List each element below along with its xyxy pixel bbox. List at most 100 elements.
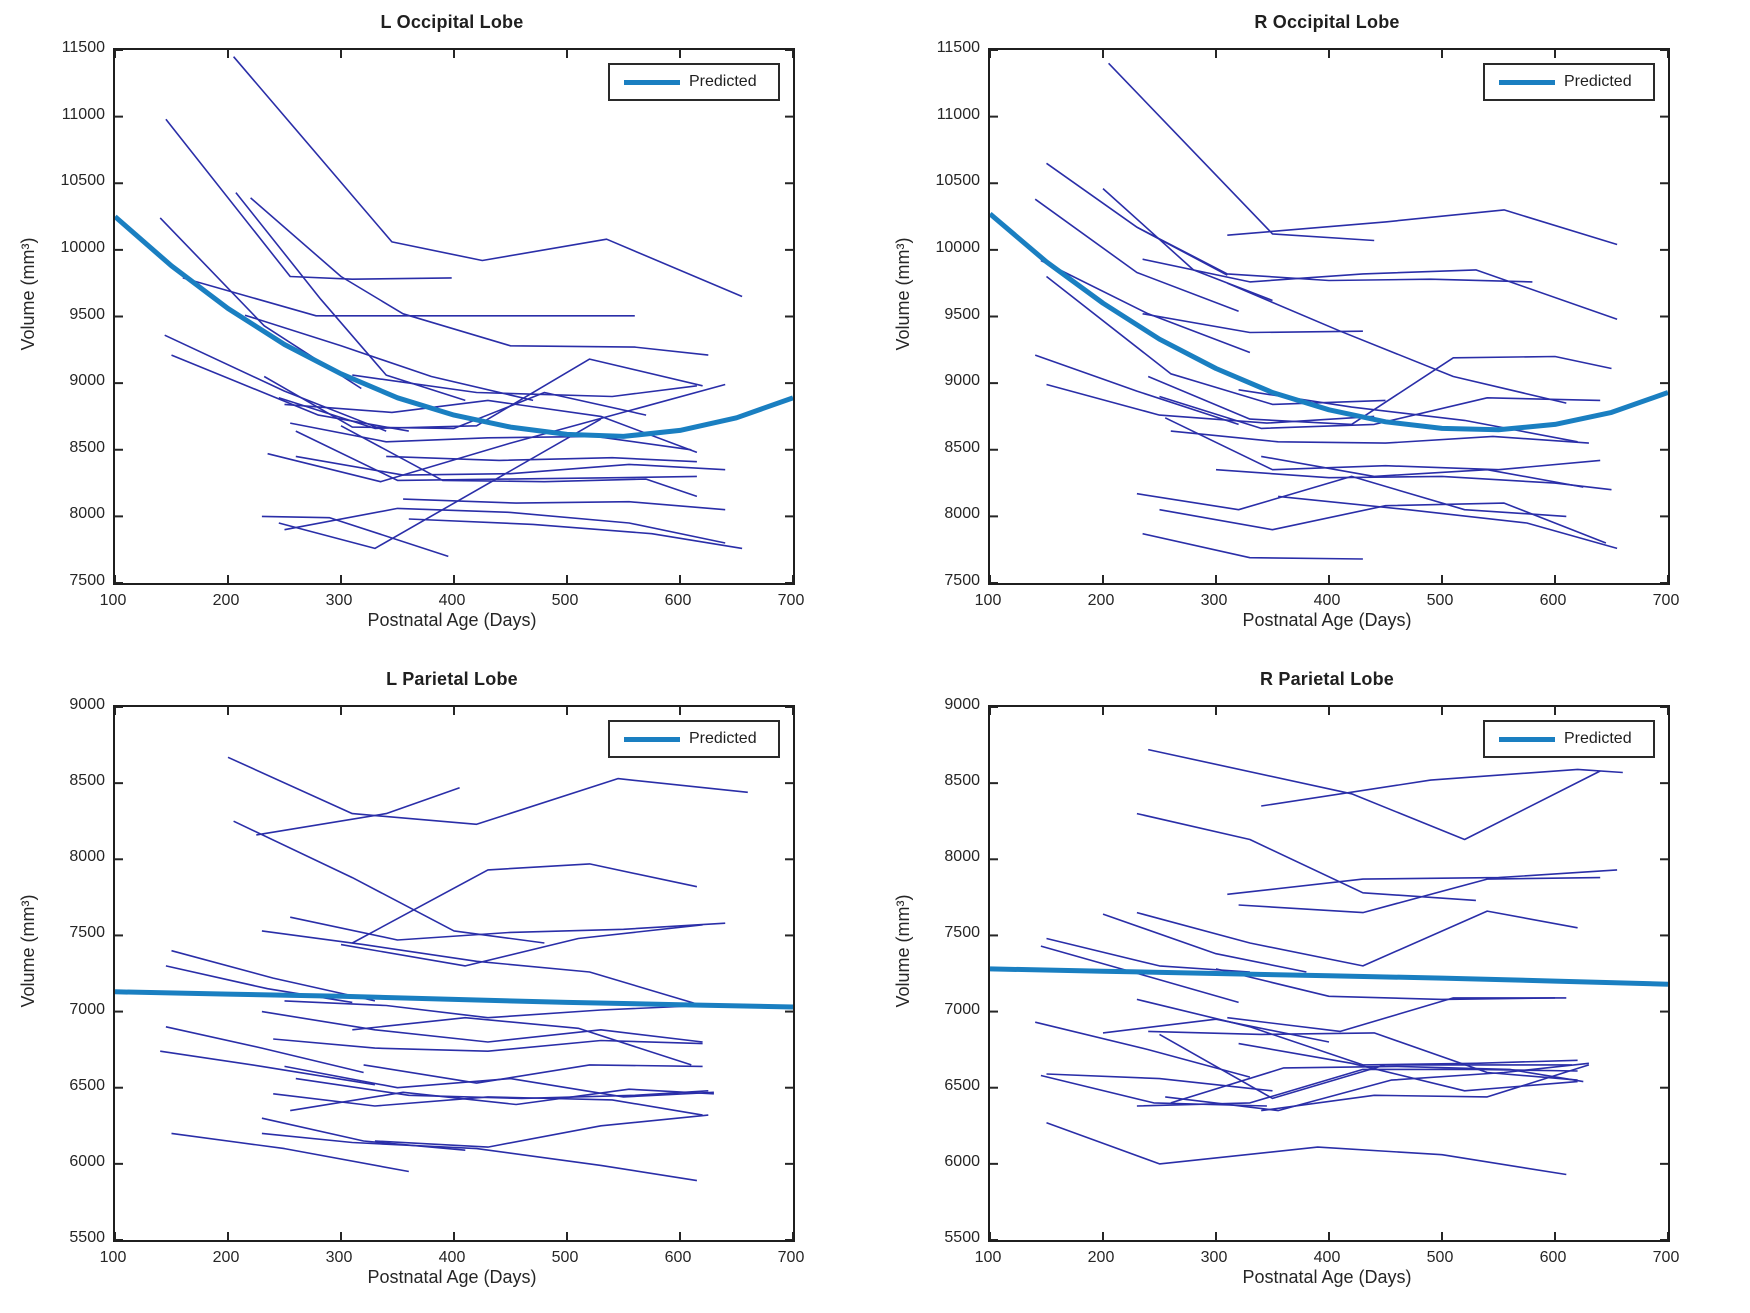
x-tick-label: 200 <box>1087 1249 1115 1266</box>
plot-title: R Occipital Lobe <box>1254 12 1400 32</box>
x-axis-label: Postnatal Age (Days) <box>1242 610 1412 630</box>
y-tick-label: 9500 <box>944 305 980 323</box>
plot-title: L Occipital Lobe <box>380 12 524 32</box>
subject-trajectory-line <box>1226 282 1567 404</box>
legend: Predicted <box>608 720 780 758</box>
y-tick-label: 5500 <box>944 1229 980 1246</box>
subject-trajectory-line <box>1102 188 1273 302</box>
x-tick-label: 700 <box>777 592 805 609</box>
plot-title: L Parietal Lobe <box>386 669 518 689</box>
subject-trajectory-line <box>171 1132 409 1173</box>
x-tick-label: 300 <box>1200 1249 1228 1266</box>
y-tick-label: 11500 <box>61 39 105 56</box>
subject-trajectory-line <box>250 197 709 356</box>
x-tick-label: 400 <box>1313 1249 1341 1266</box>
subject-trajectory-line <box>261 515 449 558</box>
subject-trajectory-line <box>1261 768 1623 807</box>
subject-trajectory-line <box>1148 1030 1578 1081</box>
y-tick-label: 7000 <box>944 1000 980 1018</box>
subject-trajectory-line <box>1142 258 1618 320</box>
subject-trajectory-line <box>1040 259 1251 354</box>
subject-trajectory-line <box>1035 1021 1251 1078</box>
x-tick-label: 200 <box>212 1249 240 1266</box>
subject-trajectory-line <box>261 1132 698 1182</box>
legend-label: Predicted <box>1564 730 1632 747</box>
x-tick-label: 100 <box>974 1249 1002 1266</box>
x-tick-label: 300 <box>325 592 353 609</box>
y-tick-label: 7500 <box>944 572 980 589</box>
subject-trajectory-line <box>165 1026 364 1074</box>
y-tick-label: 8500 <box>69 772 105 790</box>
subject-trajectory-line <box>284 1000 703 1019</box>
y-tick-label: 8500 <box>69 438 105 456</box>
subject-trajectory-line <box>363 1064 703 1084</box>
subject-trajectory-line <box>1170 1065 1584 1104</box>
subject-trajectory-line <box>403 498 726 511</box>
x-tick-label: 600 <box>664 1249 692 1266</box>
subject-trajectory-line <box>244 314 534 402</box>
predicted-line-sample-icon <box>624 736 680 742</box>
x-tick-label: 600 <box>1539 592 1567 609</box>
subject-trajectory-line <box>1159 502 1607 544</box>
subject-trajectory-line <box>1034 354 1239 426</box>
y-tick-label: 8000 <box>944 848 980 866</box>
subject-trajectory-line <box>1046 937 1250 973</box>
subject-trajectory-line <box>1046 275 1386 406</box>
subject-trajectory-line <box>290 916 726 941</box>
subject-trajectory-line <box>1142 313 1363 334</box>
x-tick-label: 500 <box>1426 1249 1454 1266</box>
subject-trajectory-line <box>1159 395 1601 430</box>
y-tick-label: 8500 <box>944 772 980 790</box>
y-tick-label: 7000 <box>69 1000 105 1018</box>
predicted-line-sample-icon <box>624 79 680 85</box>
x-tick-label: 300 <box>1200 592 1228 609</box>
y-tick-label: 7500 <box>944 924 980 942</box>
x-tick-label: 500 <box>1426 592 1454 609</box>
subject-trajectory-line <box>278 418 602 550</box>
subject-trajectory-line <box>284 399 698 454</box>
subject-trajectory-line <box>284 507 726 544</box>
subject-trajectory-line <box>1261 455 1584 488</box>
x-axis-label: Postnatal Age (Days) <box>367 610 537 630</box>
y-tick-label: 11000 <box>61 105 105 123</box>
legend: Predicted <box>608 63 780 101</box>
subject-trajectory-line <box>284 1065 714 1098</box>
subject-trajectory-line <box>1046 1121 1567 1176</box>
subject-trajectory-line <box>1136 1068 1578 1107</box>
subject-trajectory-line <box>1278 495 1618 550</box>
y-tick-label: 9000 <box>69 372 105 390</box>
subject-trajectory-line <box>171 354 409 432</box>
subject-trajectory-line <box>261 930 698 1005</box>
predicted-curve-line <box>115 989 793 1010</box>
subject-trajectory-line <box>1046 383 1375 424</box>
subject-trajectory-line <box>1148 748 1601 841</box>
subject-trajectory-line <box>1102 913 1307 973</box>
subject-trajectory-line <box>1136 812 1476 902</box>
x-tick-label: 400 <box>438 1249 466 1266</box>
plot-title: R Parietal Lobe <box>1259 669 1395 689</box>
subject-trajectory-line <box>1170 430 1589 444</box>
y-tick-label: 11000 <box>936 105 980 123</box>
line-chart-svg <box>990 707 1668 1240</box>
plot-area: Predicted <box>988 705 1670 1242</box>
subject-trajectory-line <box>261 1117 466 1151</box>
y-tick-label: 8000 <box>944 505 980 523</box>
y-tick-label: 10000 <box>60 238 106 256</box>
plot-area: Predicted <box>988 48 1670 585</box>
predicted-curve-line <box>115 214 793 439</box>
x-tick-label: 100 <box>974 592 1002 609</box>
subject-trajectory-line <box>374 1114 709 1148</box>
subject-trajectory-line <box>352 374 698 398</box>
x-tick-label: 100 <box>99 1249 127 1266</box>
plot-area: Predicted <box>113 705 795 1242</box>
subject-trajectory-line <box>1136 226 1533 283</box>
subject-trajectory-line <box>1261 1064 1590 1112</box>
legend: Predicted <box>1483 720 1655 758</box>
subject-trajectory-line <box>1040 1074 1267 1107</box>
legend-label: Predicted <box>1564 73 1632 90</box>
subplot-l-occipital: L Occipital Lobe Volume (mm³) Predicted … <box>0 0 875 656</box>
y-tick-label: 11500 <box>936 39 980 56</box>
subject-trajectory-line <box>1046 1073 1273 1092</box>
subject-trajectory-line <box>1227 209 1618 246</box>
